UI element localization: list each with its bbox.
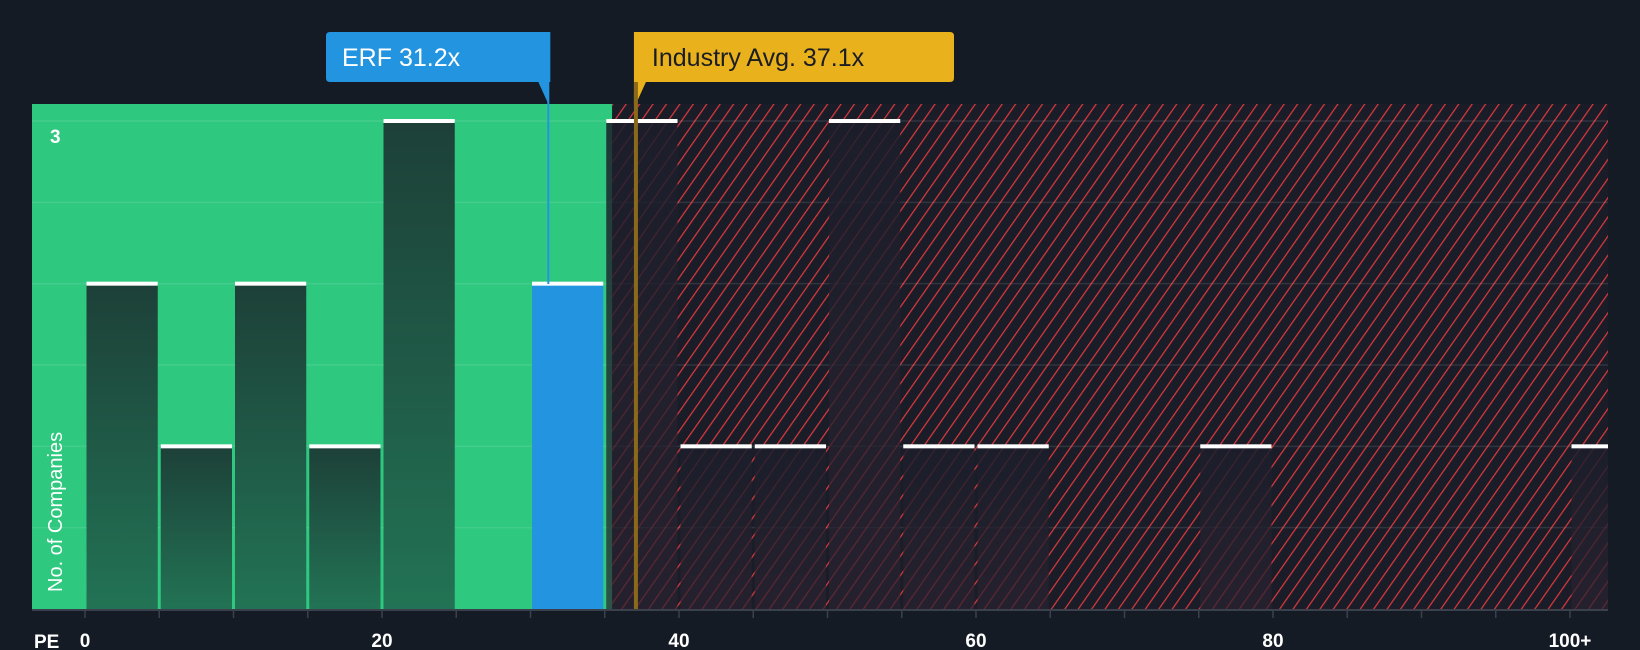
histogram-bar: [86, 283, 158, 609]
bar-cap: [532, 281, 604, 286]
x-tick-label: 100+: [1549, 631, 1592, 650]
histogram-bar: [606, 121, 678, 609]
x-tick-label: 20: [371, 631, 392, 650]
bar-cap: [309, 444, 381, 449]
histogram-bar: [235, 283, 307, 609]
x-tick-label: 40: [668, 631, 689, 650]
histogram-bar: [1200, 446, 1272, 609]
bar-cap: [235, 281, 307, 286]
company-bar: [532, 283, 604, 609]
x-tick-label: 60: [965, 631, 986, 650]
bar-cap: [1200, 444, 1272, 449]
x-axis-label: PE: [34, 632, 59, 650]
industry-marker: Industry Avg. 37.1x: [633, 32, 954, 609]
x-tick-label: 80: [1262, 631, 1283, 650]
bar-cap: [383, 119, 455, 123]
y-axis-label: No. of Companies: [45, 432, 67, 592]
industry-label-box: [633, 32, 954, 104]
bar-cap: [680, 444, 752, 449]
y-tick-label: 3: [50, 127, 61, 148]
bar-cap: [606, 119, 678, 123]
histogram-bar: [1571, 446, 1608, 609]
histogram-bar: [383, 121, 455, 609]
bar-cap: [903, 444, 975, 449]
bar-cap: [977, 444, 1049, 449]
company-label: ERF 31.2x: [342, 44, 461, 72]
histogram-bar: [829, 121, 901, 609]
industry-label: Industry Avg. 37.1x: [652, 44, 865, 72]
bar-cap: [160, 444, 232, 449]
bar-cap: [829, 119, 901, 123]
company-marker: ERF 31.2x: [326, 32, 551, 284]
histogram-bar: [309, 446, 381, 609]
bar-cap: [1571, 444, 1608, 449]
bar-cap: [86, 281, 158, 286]
bar-cap: [754, 444, 826, 449]
histogram-bar: [160, 446, 232, 609]
x-tick-label: 0: [80, 631, 91, 650]
histogram-bar: [977, 446, 1049, 609]
company-label-box: [326, 32, 551, 104]
histogram-bar: [903, 446, 975, 609]
histogram-bar: [754, 446, 826, 609]
histogram-bar: [680, 446, 752, 609]
